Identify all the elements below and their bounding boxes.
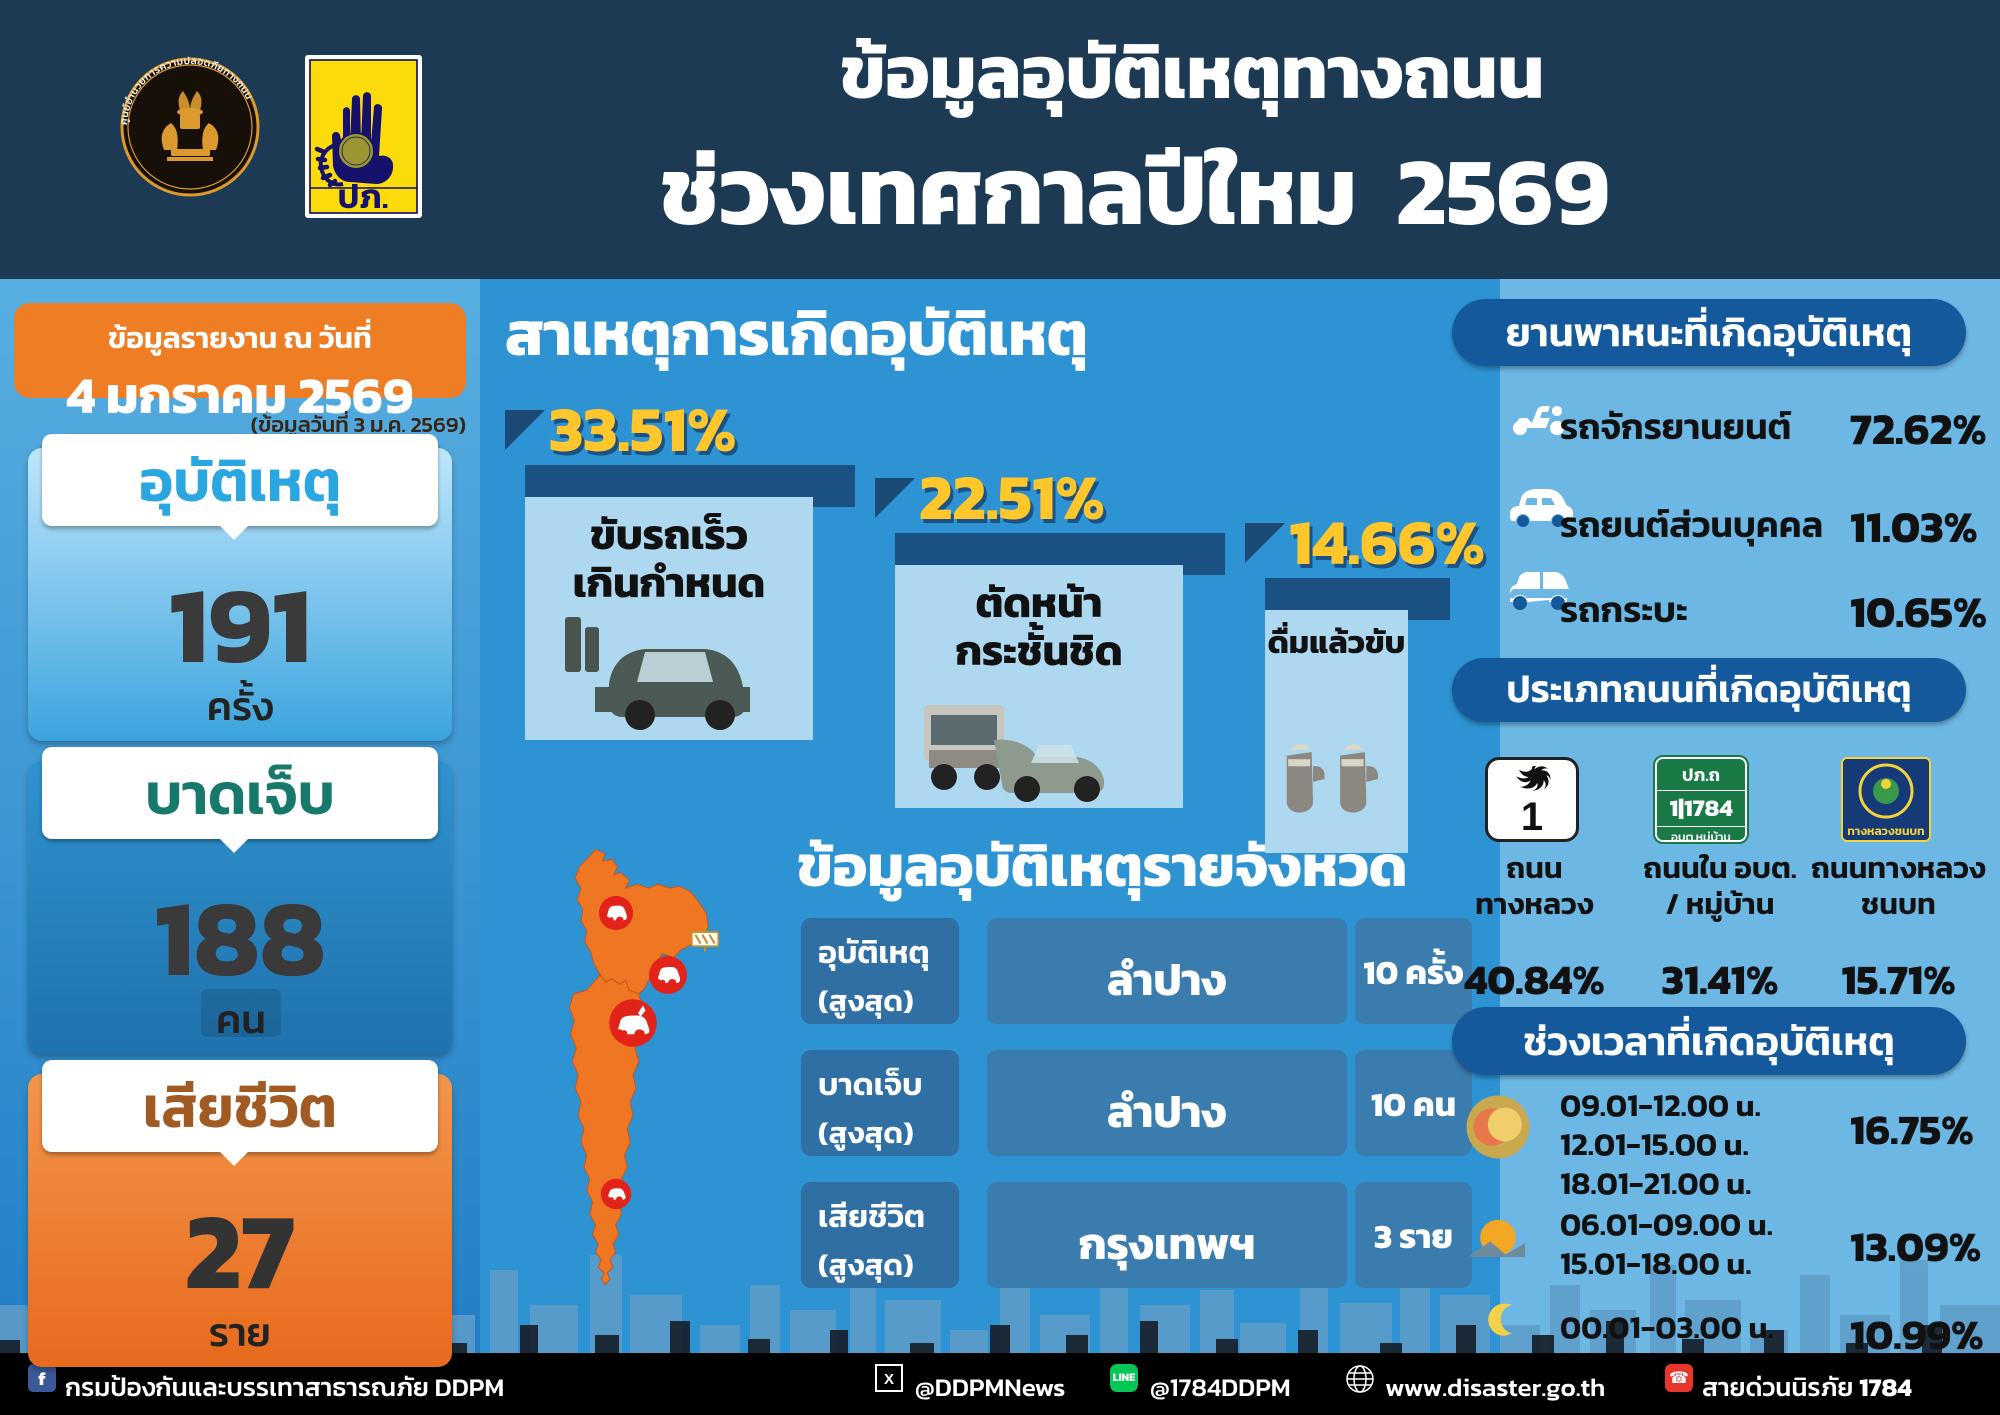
svg-text:X: X [884, 1371, 894, 1388]
svg-text:ปภ.: ปภ. [338, 172, 389, 218]
svg-text:f: f [38, 1365, 46, 1392]
